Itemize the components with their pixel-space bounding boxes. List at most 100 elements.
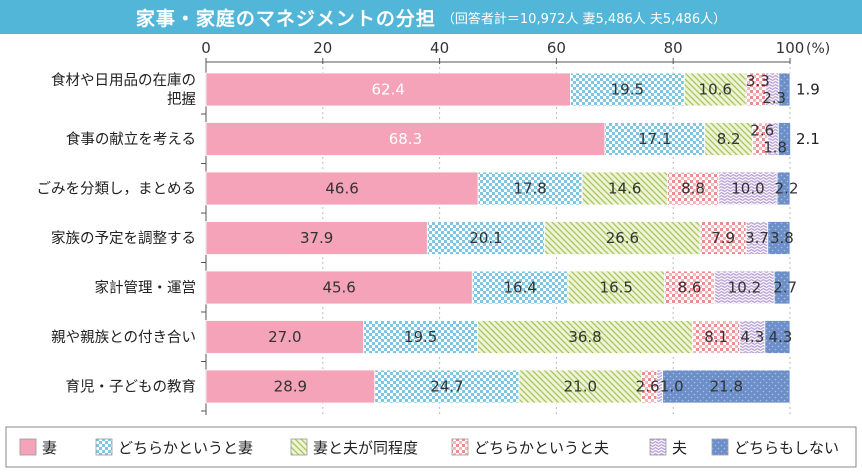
data-label: 1.9: [796, 81, 820, 99]
bar-segment: [662, 369, 791, 404]
bar-segment: [773, 270, 791, 305]
data-label: 2.2: [775, 180, 799, 198]
bar-segment: [205, 270, 473, 305]
bar-segment: [666, 171, 720, 206]
data-label: 3.7: [745, 229, 769, 247]
data-label: 21.0: [564, 378, 597, 396]
x-tick-label: 40: [430, 39, 449, 57]
data-label: 45.6: [322, 279, 355, 297]
chart-title: 家事・家庭のマネジメントの分担: [135, 7, 436, 30]
category-label: 親や親族との付き合い: [51, 329, 196, 346]
data-label: 21.8: [710, 378, 743, 396]
x-tick-label: 20: [313, 39, 332, 57]
legend-label: どちらかというと夫: [474, 439, 609, 457]
bar-segment: [544, 221, 701, 255]
x-tick-label: 80: [664, 39, 683, 57]
bar-segment: [205, 369, 376, 404]
data-label: 10.2: [728, 279, 761, 297]
data-label: 1.8: [763, 139, 787, 157]
bar-segment: [699, 221, 747, 255]
legend-swatch: [451, 438, 469, 456]
category-label: ごみを分類し，まとめる: [37, 181, 197, 198]
category-label: 食材や日用品の在庫の: [51, 72, 196, 89]
data-label: 37.9: [300, 229, 333, 247]
data-label: 8.6: [678, 279, 702, 297]
legend-label: 妻と夫が同程度: [313, 439, 418, 457]
data-label: 2.7: [773, 279, 797, 297]
legend-swatch: [711, 438, 729, 456]
category-label: 育児・子どもの教育: [66, 379, 197, 396]
data-label: 3.8: [770, 229, 794, 247]
data-label: 26.6: [606, 229, 639, 247]
category-label: 家計管理・運営: [95, 280, 197, 297]
data-label: 4.3: [740, 328, 764, 346]
bar-segment: [767, 221, 791, 255]
data-label: 2.6: [750, 122, 774, 140]
bar-segment: [777, 122, 791, 156]
data-label: 46.6: [325, 180, 358, 198]
data-label: 27.0: [268, 328, 301, 346]
bar-segment: [363, 320, 478, 354]
legend-label: 妻: [42, 439, 57, 457]
data-label: 10.0: [731, 180, 764, 198]
data-label: 24.7: [430, 378, 463, 396]
bar-segment: [714, 270, 775, 305]
data-label: 1.0: [660, 378, 684, 396]
data-label: 14.6: [608, 180, 641, 198]
data-label: 16.5: [600, 279, 633, 297]
x-tick-label: 60: [547, 39, 566, 57]
data-label: 2.6: [636, 378, 660, 396]
category-label: 家族の予定を調整する: [51, 230, 196, 247]
bar-segment: [205, 221, 428, 255]
data-label: 62.4: [372, 81, 405, 99]
category-label: 食事の献立を考える: [66, 131, 196, 148]
bar-segment: [205, 72, 571, 107]
data-label: 68.3: [389, 130, 422, 148]
data-label: 20.1: [469, 229, 502, 247]
data-label: 7.9: [711, 229, 735, 247]
data-label: 28.9: [274, 378, 307, 396]
legend-swatch: [290, 438, 308, 456]
bar-segment: [205, 122, 606, 156]
data-label: 3.3: [746, 72, 770, 90]
bar-segment: [604, 122, 706, 156]
legend-label: どちらもしない: [734, 439, 839, 457]
bar-segment: [718, 171, 778, 206]
data-label: 8.8: [681, 180, 705, 198]
bar-segment: [570, 72, 685, 107]
category-label: 把握: [167, 91, 196, 108]
bar-segment: [471, 270, 569, 305]
data-label: 36.8: [568, 328, 601, 346]
data-label: 19.5: [611, 81, 644, 99]
data-label: 16.4: [503, 279, 536, 297]
data-label: 17.1: [638, 130, 671, 148]
data-label: 19.5: [404, 328, 437, 346]
legend-label: どちらかというと妻: [118, 439, 253, 457]
x-tick-label: 100: [776, 39, 805, 57]
data-label: 17.8: [513, 180, 546, 198]
bar-segment: [567, 270, 665, 305]
legend-swatch: [95, 438, 113, 456]
data-label: 10.6: [699, 81, 732, 99]
chart-subtitle: （回答者計＝10,972人 妻5,486人 夫5,486人）: [441, 11, 727, 27]
bar-segment: [692, 320, 741, 354]
bar-segment: [683, 72, 747, 107]
bar-segment: [778, 72, 791, 107]
data-label: 8.1: [704, 328, 728, 346]
legend-swatch: [649, 438, 667, 456]
data-label: 2.3: [762, 89, 786, 107]
data-label: 4.3: [769, 328, 793, 346]
bar-segment: [776, 171, 791, 206]
x-tick-label: 0: [201, 39, 211, 57]
legend-swatch: [19, 438, 37, 456]
x-axis-unit: (%): [806, 41, 830, 57]
bar-segment: [426, 221, 546, 255]
bar-segment: [764, 320, 791, 354]
chart-title-bar: 家事・家庭のマネジメントの分担 （回答者計＝10,972人 妻5,486人 夫5…: [0, 0, 862, 34]
bar-segment: [374, 369, 520, 404]
data-label: 8.2: [717, 130, 741, 148]
data-label: 2.1: [796, 130, 820, 148]
legend-label: 夫: [672, 439, 687, 457]
